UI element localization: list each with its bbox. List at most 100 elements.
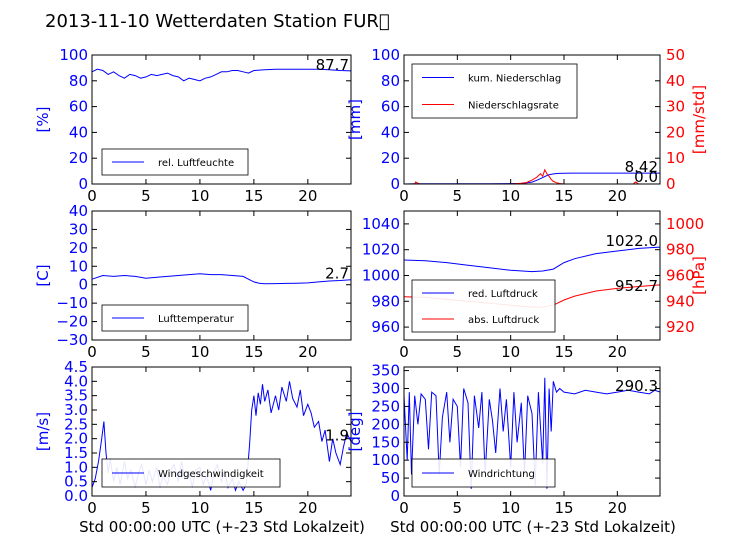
chart-humidity: 0 5 10 15 20 0 20 40 60 80 100 [%] 87.7 rel. Luftfeuc… [34,46,352,205]
series-line-wind_dir-0 [403,377,661,489]
y-tick-label: 40 [69,123,88,141]
y2-tick-label: 50 [666,46,685,64]
x-tick-label: 5 [453,187,463,205]
x-tick-label: 15 [554,499,573,517]
legend-entry: rel. Luftfeuchte [158,158,234,169]
x-axis-label-left: Std 00:00:00 UTC (+-23 Std Lokalzeit) [79,518,365,536]
y-tick-label: 100 [59,46,88,64]
x-tick-label: 20 [298,187,317,205]
chart-wind_speed: 0 5 10 15 20 0.00.51.01.52.02.53.03.54.04.5 [m… [34,358,352,517]
y-tick-label: 150 [371,433,400,451]
y-tick-label: 30 [69,220,88,238]
x-tick-label: 10 [501,187,520,205]
x-tick-label: 5 [141,187,151,205]
y-tick-label: 1.0 [64,458,88,476]
plot-frame-temperature [91,210,352,341]
legend-entry: red. Luftdruck [468,289,538,300]
y-tick-label: 0.5 [64,473,88,491]
y-tick-label: 40 [381,123,400,141]
y-tick-label: 250 [371,397,400,415]
y-tick-label: 100 [371,451,400,469]
x-tick-label: 5 [453,343,463,361]
y-axis-label: [%] [34,107,52,133]
chart-wind_dir: 0 5 10 15 20050100150200250300350[deg]290.3W… [346,362,661,517]
y2-tick-label: 30 [666,98,685,116]
y-axis-label: [deg] [346,412,364,452]
x-tick-label: 0 [399,499,409,517]
legend-entry: abs. Luftdruck [468,315,539,326]
y-tick-label: 2.5 [64,415,88,433]
x-tick-label: 20 [608,187,627,205]
y-tick-label: 200 [371,415,400,433]
x-tick-label: 20 [608,499,627,517]
y-tick-label: 0 [78,276,88,294]
last-value-label: 290.3 [615,377,658,395]
y-tick-label: 0 [78,175,88,193]
legend-entry: Niederschlagsrate [468,101,559,112]
legend-box [411,279,556,333]
y-tick-label: 50 [381,469,400,487]
legend-entry: Lufttemperatur [158,314,235,325]
y-tick-label: 40 [69,202,88,220]
legend-entry: kum. Niederschlag [468,74,561,85]
y-tick-label: 1020 [362,241,400,259]
x-tick-label: 0 [87,187,97,205]
y-tick-label: 60 [381,98,400,116]
last-value-label: 2.7 [325,265,349,283]
x-tick-label: 0 [87,343,97,361]
x-tick-label: 15 [244,187,263,205]
legend-entry: Windgeschwindigkeit [158,469,264,480]
y-tick-label: 0 [390,487,400,505]
y-tick-label: 20 [381,149,400,167]
series-line-pressure-0 [403,246,661,273]
y-tick-label: 980 [371,292,400,310]
x-tick-label: 20 [608,343,627,361]
y2-tick-label: 960 [666,267,695,285]
x-tick-label: 20 [298,499,317,517]
last-value-label-2: 952.7 [615,277,658,295]
y-tick-label: 10 [69,257,88,275]
y2-axis-label: [mm/std] [690,85,708,154]
x-tick-label: 10 [501,499,520,517]
x-tick-label: 10 [190,187,209,205]
y2-tick-label: 40 [666,72,685,90]
y2-tick-label: 980 [666,241,695,259]
figure-title: 2013-11-10 Wetterdaten Station FUR  [45,11,390,32]
y-tick-label: 4.0 [64,372,88,390]
x-axis-label-right: Std 00:00:00 UTC (+-23 Std Lokalzeit) [390,518,676,536]
x-tick-label: 5 [141,499,151,517]
y-tick-label: 1040 [362,215,400,233]
y-tick-label: 300 [371,380,400,398]
x-tick-label: 0 [399,187,409,205]
y-tick-label: 60 [69,98,88,116]
y-tick-label: 350 [371,362,400,380]
y-tick-label: 960 [371,318,400,336]
y-tick-label: 20 [69,239,88,257]
x-tick-label: 15 [554,187,573,205]
y2-tick-label: 0 [666,175,676,193]
plot-frame-wind_dir [403,366,661,497]
chart-pressure: 0 5 10 15 20 960 980 1000 1020 1040 920 940 960 980 10… [362,210,708,361]
y-tick-label: 4.5 [64,358,88,376]
y-tick-label: 20 [69,149,88,167]
x-tick-label: 15 [554,343,573,361]
y-tick-label: 80 [381,72,400,90]
y-tick-label: 0.0 [64,487,88,505]
y-axis-label: [m/s] [34,412,52,451]
last-value-label: 1022.0 [606,232,659,250]
x-tick-label: 10 [501,343,520,361]
series-line-precip-0 [403,172,660,185]
x-tick-label: 0 [399,343,409,361]
y-axis-label: [mm] [346,99,364,140]
y-tick-label: 0 [390,175,400,193]
legend-entry: Windrichtung [468,469,535,480]
y2-tick-label: 1000 [666,215,704,233]
x-tick-label: 15 [244,499,263,517]
plot-frame-precip [403,54,661,185]
last-value-label: 1.9 [325,427,349,445]
y-tick-label: −20 [56,313,88,331]
y2-axis-label: [hPa] [690,256,708,295]
